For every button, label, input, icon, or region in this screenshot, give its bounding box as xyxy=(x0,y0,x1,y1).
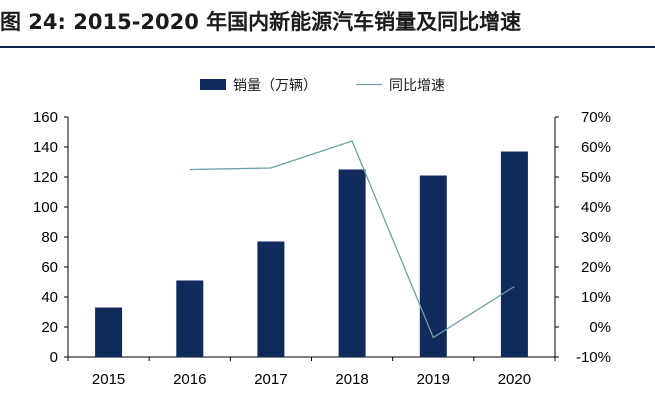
right-tick-label: 20% xyxy=(581,259,611,276)
bar-2017 xyxy=(257,241,285,357)
right-tick-label: 70% xyxy=(581,109,611,126)
x-tick-label: 2015 xyxy=(92,371,125,388)
right-tick-label: -10% xyxy=(576,349,611,366)
left-tick-label: 20 xyxy=(41,319,58,336)
growth-line xyxy=(189,140,515,339)
legend-label-line: 同比增速 xyxy=(389,78,445,94)
x-axis-ticks: 2015 2016 2017 2018 2019 2020 xyxy=(67,357,556,388)
right-tick-label: 60% xyxy=(581,139,611,156)
bar-2016 xyxy=(176,280,204,357)
right-tick-label: 30% xyxy=(581,229,611,246)
left-axis-ticks: 0 20 40 60 80 100 120 140 160 xyxy=(33,109,68,366)
left-tick-label: 60 xyxy=(41,259,58,276)
bar-series xyxy=(95,151,528,357)
left-tick-label: 80 xyxy=(41,229,58,246)
legend-swatch-bar xyxy=(200,79,226,90)
axes xyxy=(67,117,556,358)
chart-title: 图 24: 2015-2020 年国内新能源汽车销量及同比增速 xyxy=(0,10,522,34)
bar-2015 xyxy=(95,307,123,357)
bar-2019 xyxy=(419,175,447,357)
left-tick-label: 160 xyxy=(33,109,58,126)
left-tick-label: 40 xyxy=(41,289,58,306)
bar-2018 xyxy=(338,169,366,357)
legend-label-bar: 销量（万辆） xyxy=(233,78,317,94)
left-tick-label: 140 xyxy=(33,139,58,156)
x-tick-label: 2016 xyxy=(173,371,206,388)
x-tick-label: 2020 xyxy=(498,371,531,388)
line-series xyxy=(189,140,515,339)
left-tick-label: 100 xyxy=(33,199,58,216)
right-axis-ticks: -10% 0% 10% 20% 30% 40% 50% 60% 70% xyxy=(555,109,611,366)
x-tick-label: 2018 xyxy=(335,371,368,388)
x-tick-label: 2019 xyxy=(417,371,450,388)
x-tick-label: 2017 xyxy=(254,371,287,388)
right-tick-label: 10% xyxy=(581,289,611,306)
right-tick-label: 0% xyxy=(589,319,611,336)
left-tick-label: 0 xyxy=(50,349,58,366)
right-tick-label: 40% xyxy=(581,199,611,216)
left-tick-label: 120 xyxy=(33,169,58,186)
title-divider xyxy=(0,46,655,48)
right-tick-label: 50% xyxy=(581,169,611,186)
legend: 销量（万辆） 同比增速 xyxy=(200,78,445,94)
bar-2020 xyxy=(500,151,528,357)
